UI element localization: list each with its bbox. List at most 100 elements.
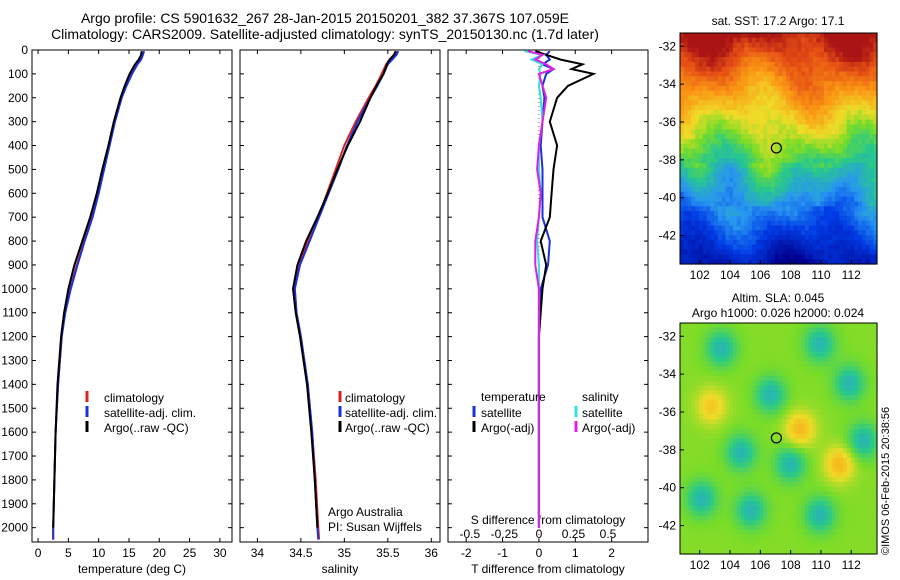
map-cell (702, 385, 708, 391)
map-cell (755, 90, 761, 97)
map-cell (744, 347, 749, 353)
map-cell (729, 187, 734, 193)
map-cell (778, 515, 783, 521)
map-cell (808, 162, 814, 169)
map-cell (835, 105, 840, 111)
map-cell (763, 433, 768, 440)
map-cell (827, 244, 833, 251)
map-cell (733, 90, 738, 97)
map-cell (842, 61, 848, 68)
map-cell (687, 47, 692, 53)
map-cell (858, 510, 863, 517)
map-cell (858, 371, 863, 377)
map-cell (846, 158, 852, 164)
map-cell (721, 148, 727, 154)
map-cell (748, 105, 753, 111)
map-cell (782, 172, 787, 178)
map-cell (778, 57, 783, 63)
map-cell (865, 85, 871, 92)
map-cell (774, 201, 780, 207)
map-cell (714, 182, 719, 188)
map-cell (865, 225, 871, 231)
map-cell (680, 114, 685, 121)
map-cell (706, 491, 711, 497)
map-cell (702, 148, 708, 154)
map-cell (721, 42, 727, 49)
map-cell (748, 52, 753, 58)
map-cell (702, 327, 708, 334)
map-cell (782, 196, 787, 203)
map-cell (808, 433, 814, 440)
map-cell (751, 501, 757, 507)
annotation-line1: Argo Australia (328, 505, 403, 519)
map-cell (774, 215, 780, 222)
map-cell (751, 254, 757, 260)
map-cell (695, 361, 700, 367)
map-cell (683, 366, 689, 372)
map-cell (854, 486, 859, 493)
map-cell (721, 230, 727, 236)
map-cell (850, 110, 855, 116)
map-cell (729, 428, 734, 435)
map-cell (797, 57, 802, 63)
map-cell (721, 404, 727, 411)
map-cell (755, 462, 761, 468)
map-cell (714, 404, 719, 411)
map-cell (873, 37, 878, 44)
map-cell (823, 380, 829, 387)
map-cell (763, 37, 768, 44)
map-cell (770, 390, 776, 396)
map-cell (846, 371, 852, 377)
map-cell (680, 254, 685, 260)
map-cell (691, 162, 696, 169)
map-cell (729, 472, 734, 478)
map-cell (831, 351, 836, 358)
map-cell (736, 215, 742, 222)
map-cell (714, 501, 719, 507)
map-cell (820, 95, 825, 101)
map-cell (793, 95, 799, 101)
map-cell (820, 419, 825, 425)
map-cell (786, 52, 791, 58)
map-cell (740, 138, 746, 145)
map-cell (797, 153, 802, 159)
map-cell (801, 342, 806, 348)
map-cell (801, 472, 806, 478)
map-cell (789, 129, 795, 135)
map-cell (789, 501, 795, 507)
map-cell (854, 419, 859, 425)
map-cell (740, 85, 746, 92)
map-cell (869, 505, 874, 512)
map-cell (797, 414, 802, 420)
map-cell (823, 481, 829, 488)
map-cell (770, 448, 776, 454)
map-cell (865, 138, 871, 145)
map-cell (835, 182, 840, 188)
map-cell (873, 235, 878, 241)
map-cell (778, 167, 783, 174)
map-cell (827, 481, 833, 488)
map-cell (831, 332, 836, 339)
map-cell (865, 81, 871, 87)
map-cell (793, 462, 799, 468)
map-cell (736, 337, 742, 343)
map-cell (827, 85, 833, 92)
map-cell (763, 400, 768, 406)
map-cell (797, 85, 802, 92)
map-cell (691, 356, 696, 363)
map-cell (759, 148, 764, 154)
map-cell (782, 380, 787, 387)
map-cell (751, 390, 757, 396)
map-cell (786, 61, 791, 68)
map-cell (755, 259, 761, 265)
map-cell (755, 472, 761, 478)
map-cell (858, 158, 863, 164)
map-cell (706, 457, 711, 464)
map-cell (823, 105, 829, 111)
map-cell (869, 424, 874, 430)
map-cell (801, 138, 806, 145)
map-cell (759, 81, 764, 87)
map-cell (725, 452, 730, 459)
map-cell (793, 259, 799, 265)
map-cell (789, 85, 795, 92)
